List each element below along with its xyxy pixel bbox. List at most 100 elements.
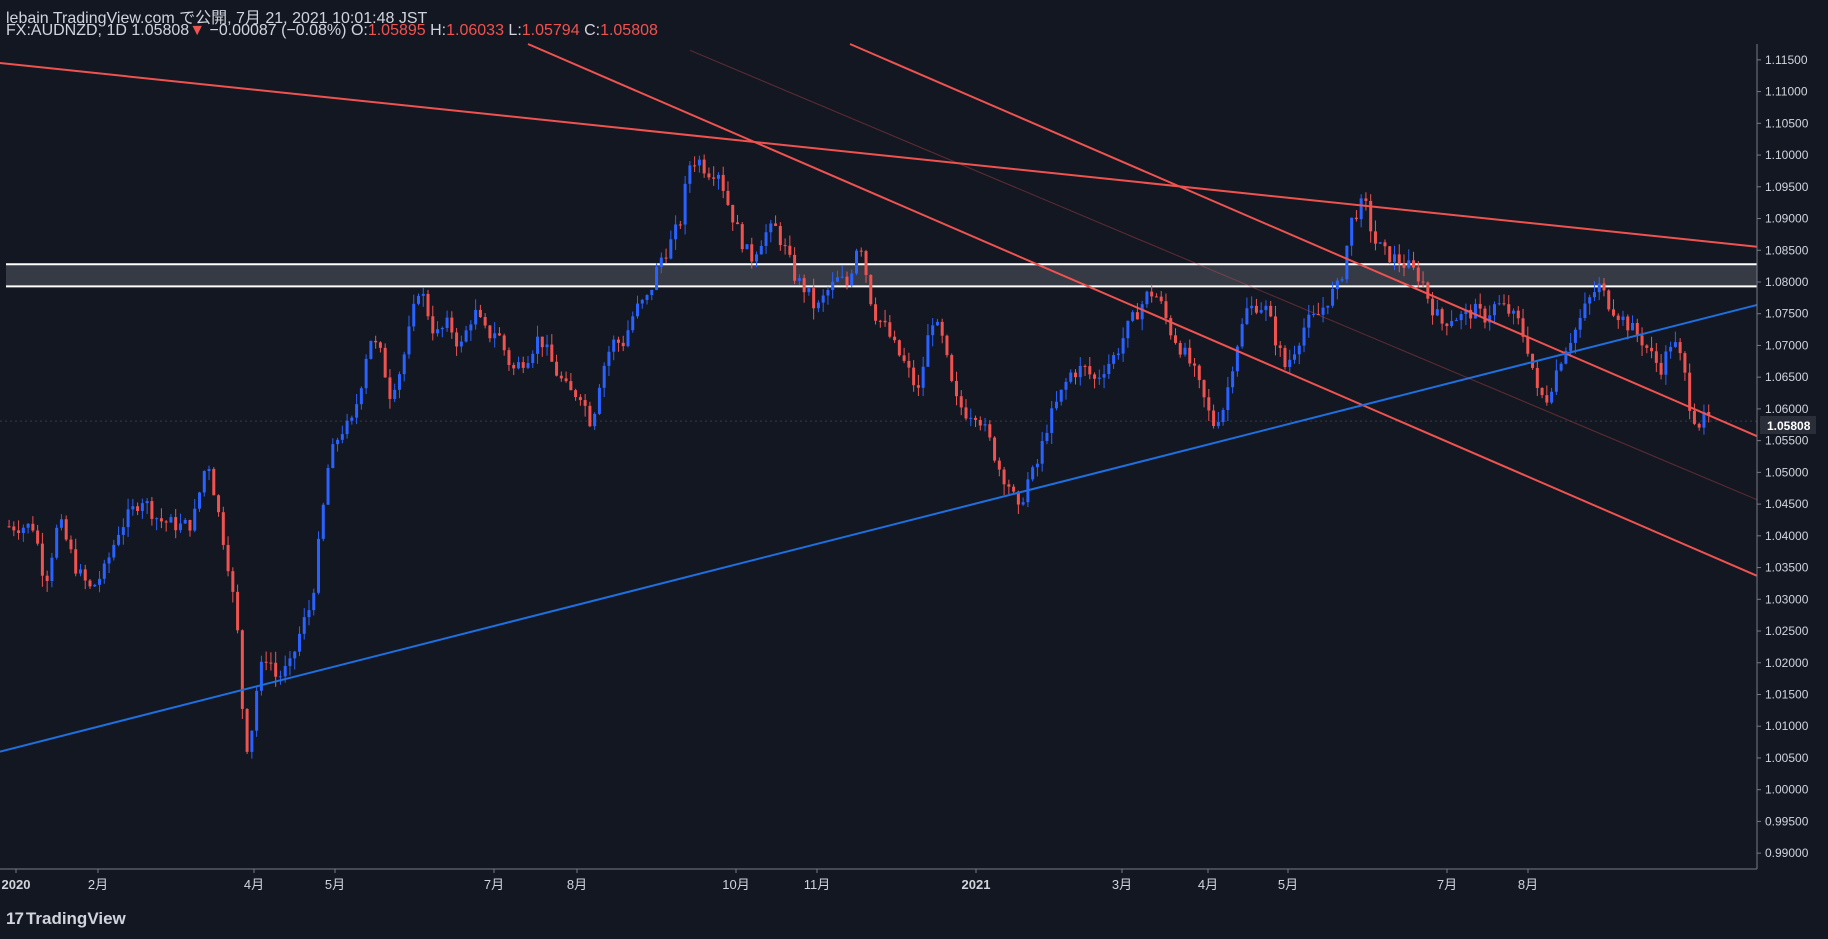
candle-body xyxy=(716,174,720,179)
candle-body xyxy=(350,417,354,421)
candle-body xyxy=(45,575,49,581)
candle-body xyxy=(607,351,611,366)
candle-body xyxy=(778,225,782,246)
candle-body xyxy=(1097,377,1101,379)
candle-body xyxy=(1378,242,1382,244)
candle-body xyxy=(712,177,716,179)
candle-body xyxy=(1412,260,1416,268)
candle-body xyxy=(402,354,406,375)
candle-body xyxy=(602,365,606,388)
candle-body xyxy=(840,276,844,278)
candle-body xyxy=(993,437,997,461)
candle-body xyxy=(1597,283,1601,293)
candle-body xyxy=(407,326,411,355)
candle-body xyxy=(1521,318,1525,337)
candle-body xyxy=(1592,292,1596,298)
candle-body xyxy=(274,662,278,677)
candle-body xyxy=(421,293,425,296)
candle-body xyxy=(740,224,744,250)
candle-body xyxy=(69,539,73,550)
chart-ohlc-line: FX:AUDNZD, 1D 1.05808▼ −0.00087 (−0.08%)… xyxy=(6,22,658,40)
candle-body xyxy=(1512,310,1516,314)
candle-body xyxy=(1150,291,1154,297)
candle-body xyxy=(493,333,497,339)
candle-body xyxy=(826,290,830,296)
candle-body xyxy=(1331,288,1335,306)
candle-body xyxy=(569,381,573,391)
candle-body xyxy=(674,224,678,240)
candle-body xyxy=(236,591,240,631)
candle-body xyxy=(536,336,540,354)
candle-body xyxy=(1502,303,1506,305)
candle-body xyxy=(588,405,592,427)
candle-body xyxy=(1083,365,1087,367)
candle-body xyxy=(731,204,735,223)
trendline-support xyxy=(0,303,1758,753)
candle-body xyxy=(1288,359,1292,368)
candle-body xyxy=(450,317,454,333)
candle-body xyxy=(64,519,68,540)
candle-body xyxy=(926,335,930,367)
price-tick-label: 1.03000 xyxy=(1765,592,1809,606)
candle-body xyxy=(1154,296,1158,298)
candle-body xyxy=(221,512,225,545)
price-tick-label: 1.01000 xyxy=(1765,719,1809,733)
candle-body xyxy=(7,526,11,528)
candle-body xyxy=(155,518,159,520)
candle-body xyxy=(702,159,706,174)
candle-body xyxy=(864,251,868,276)
candle-body xyxy=(78,569,82,574)
candle-body xyxy=(293,651,297,659)
candle-body xyxy=(412,303,416,327)
candle-body xyxy=(555,361,559,376)
candle-body xyxy=(878,320,882,322)
candle-body xyxy=(183,519,187,524)
candle-body xyxy=(1392,254,1396,263)
symbol-label[interactable]: FX:AUDNZD, 1D 1.05808 xyxy=(6,22,190,39)
candle-body xyxy=(1088,366,1092,375)
candle-body xyxy=(83,569,87,581)
candle-body xyxy=(1254,305,1258,313)
candle-body xyxy=(140,503,144,512)
price-axis[interactable]: 1.11500 1.11000 1.10500 1.10000 1.09500 1.090… xyxy=(1757,53,1809,860)
candle-body xyxy=(1140,304,1144,320)
candle-body xyxy=(1516,310,1520,319)
candle-body xyxy=(1078,365,1082,378)
candle-body xyxy=(1488,315,1492,323)
candle-body xyxy=(474,309,478,325)
tradingview-logo[interactable]: 17 TradingView xyxy=(6,909,126,929)
trendline-mid-dotted xyxy=(689,49,1758,501)
candle-body xyxy=(1045,432,1049,442)
candle-body xyxy=(845,276,849,286)
candle-body xyxy=(831,281,835,291)
time-tick-label: 11月 xyxy=(804,877,831,892)
candle-body xyxy=(1264,305,1268,311)
candle-body xyxy=(935,321,939,326)
candle-body xyxy=(1621,316,1625,321)
price-tick-label: 1.11000 xyxy=(1765,85,1808,99)
candle-body xyxy=(869,275,873,305)
candles xyxy=(7,154,1711,759)
candle-body xyxy=(583,400,587,406)
candle-body xyxy=(1178,342,1182,355)
candle-body xyxy=(245,708,249,752)
plot-area[interactable] xyxy=(0,43,1758,759)
candle-body xyxy=(1697,423,1701,428)
price-tick-label: 1.08500 xyxy=(1765,243,1809,257)
candle-body xyxy=(1573,329,1577,343)
low-label: L: xyxy=(508,22,522,39)
candle-body xyxy=(978,419,982,426)
candle-body xyxy=(1692,410,1696,424)
candle-body xyxy=(59,519,63,528)
candle-body xyxy=(312,592,316,611)
candle-body xyxy=(1602,283,1606,291)
candle-body xyxy=(726,190,730,205)
candle-body xyxy=(1554,370,1558,392)
candle-body xyxy=(988,424,992,438)
candle-body xyxy=(974,417,978,420)
candle-body xyxy=(1435,309,1439,316)
time-axis[interactable]: 2020 2月 4月 5月 7月 8月 10月 11月 2021 3月 4月 5月 7月 8月 xyxy=(2,869,1539,892)
candle-body xyxy=(1240,324,1244,347)
candle-body xyxy=(440,328,444,330)
